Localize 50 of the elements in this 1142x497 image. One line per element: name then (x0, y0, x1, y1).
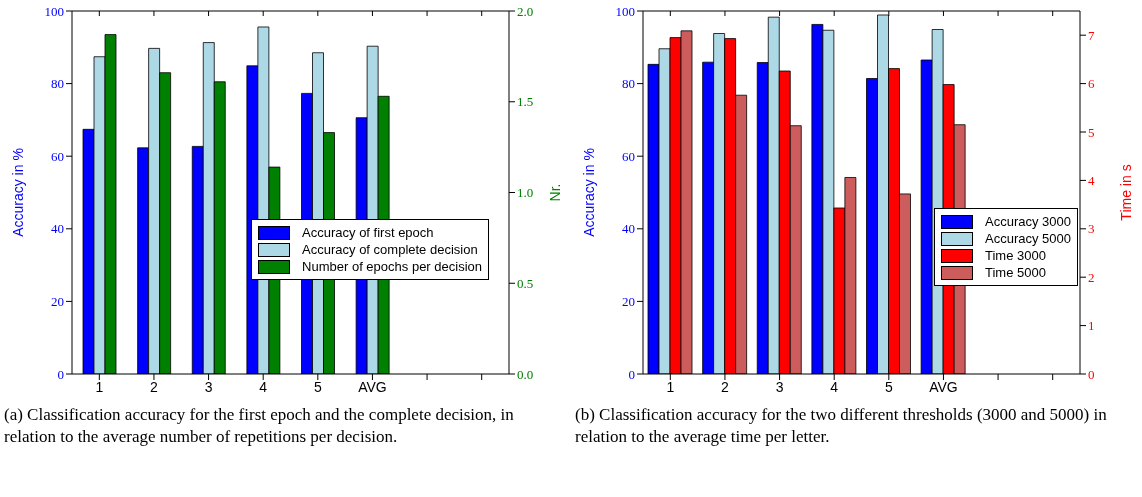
y2-tick-label: 0.0 (517, 366, 534, 382)
y-axis-title: Accuracy in % (580, 148, 597, 237)
y-tick-label: 20 (51, 294, 64, 310)
legend-label: Accuracy of first epoch (302, 225, 434, 240)
y-tick-label: 0 (57, 366, 64, 382)
y2-tick-label: 1.0 (517, 185, 534, 201)
x-tick-label: AVG (358, 378, 387, 395)
legend-label: Time 5000 (985, 265, 1046, 280)
x-tick-label: 4 (259, 378, 268, 395)
x-tick-label: AVG (929, 378, 958, 395)
y2-tick-label: 5 (1088, 124, 1095, 140)
x-tick-label: 5 (313, 378, 322, 395)
legend-label: Number of epochs per decision (302, 259, 482, 274)
y-tick-label: 20 (622, 294, 635, 310)
y-tick-label: 40 (622, 221, 635, 237)
y2-tick-label: 2.0 (517, 3, 534, 19)
y-tick-label: 60 (51, 148, 64, 164)
y2-tick-label: 7 (1088, 27, 1095, 43)
text: (a) Classification accuracy for the first epoch and the complete decision, in relation to the average number of repetitions per decision. (3, 404, 515, 448)
x-tick-label: 3 (775, 378, 784, 395)
legend-label: Accuracy 5000 (985, 231, 1071, 246)
y-tick-label: 100 (44, 3, 64, 19)
x-tick-label: 2 (721, 378, 730, 395)
y2-tick-label: 1 (1088, 318, 1095, 334)
x-tick-label: 1 (95, 378, 104, 395)
legend-label: Accuracy of complete decision (302, 242, 478, 257)
y2-tick-label: 1.5 (517, 94, 534, 110)
x-tick-label: 1 (666, 378, 675, 395)
legend-label: Time 3000 (985, 248, 1046, 263)
text: (b) Classification accuracy for the two different thresholds (3000 and 5000) in relation to the average time per letter. (574, 404, 1108, 448)
legend-label: Accuracy 3000 (985, 214, 1071, 229)
x-tick-label: 5 (884, 378, 893, 395)
y2-tick-label: 0 (1088, 366, 1095, 382)
y-tick-label: 40 (51, 221, 64, 237)
y-tick-label: 100 (615, 3, 635, 19)
y2-axis-title: Nr. (546, 183, 563, 202)
x-tick-label: 3 (204, 378, 213, 395)
y2-tick-label: 0.5 (517, 275, 534, 291)
y-tick-label: 80 (51, 76, 64, 92)
x-tick-label: 2 (150, 378, 159, 395)
y2-tick-label: 4 (1088, 173, 1095, 189)
y-tick-label: 80 (622, 76, 635, 92)
y2-axis-title: Time in s (1117, 164, 1134, 221)
y2-tick-label: 6 (1088, 76, 1095, 92)
x-tick-label: 4 (830, 378, 839, 395)
y-tick-label: 60 (622, 148, 635, 164)
y2-tick-label: 2 (1088, 269, 1095, 285)
y2-tick-label: 3 (1088, 221, 1095, 237)
y-tick-label: 0 (628, 366, 635, 382)
y-axis-title: Accuracy in % (9, 148, 26, 237)
